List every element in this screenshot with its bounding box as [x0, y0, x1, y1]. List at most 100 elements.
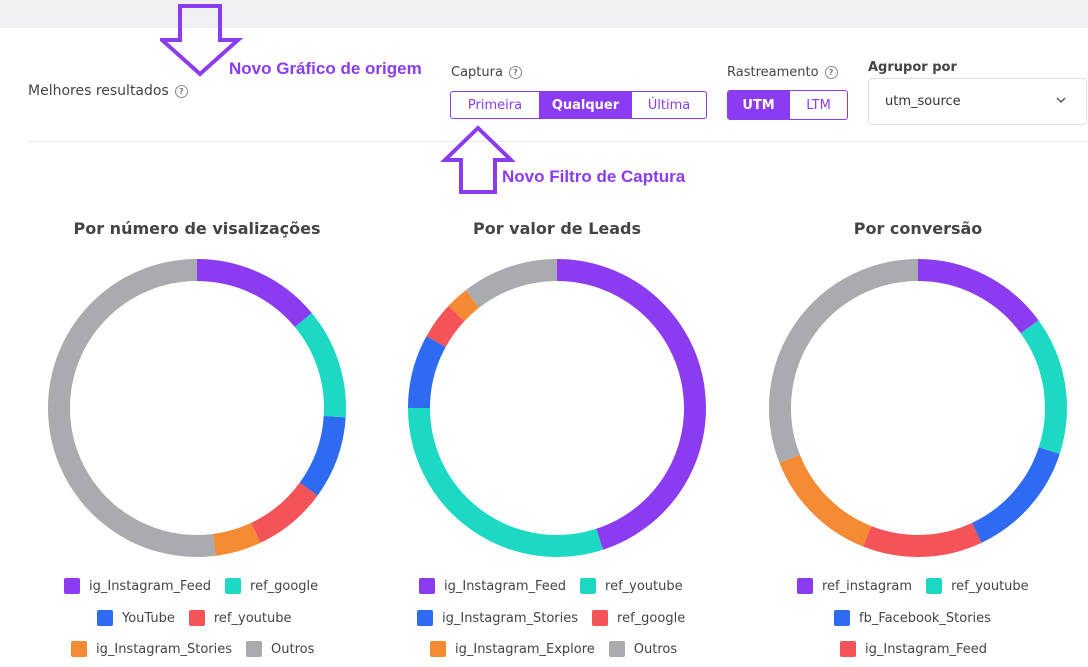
- rastreamento-segmented-control: UTM LTM: [727, 90, 848, 120]
- legend-row: ref_instagram ref_youtube: [797, 578, 1043, 594]
- captura-option-ultima[interactable]: Última: [647, 97, 691, 113]
- legend-swatch: [64, 578, 80, 594]
- donut-slice[interactable]: [863, 522, 982, 557]
- donut-slice[interactable]: [48, 259, 216, 557]
- legend-item[interactable]: ref_youtube: [188, 610, 292, 626]
- legend-swatch: [225, 578, 242, 594]
- rastreamento-label: Rastreamento?: [727, 65, 838, 80]
- legend-swatch: [430, 641, 446, 657]
- captura-help-icon[interactable]: ?: [508, 66, 522, 79]
- donut-slice[interactable]: [465, 259, 558, 308]
- agrupar-label: Agrupor por: [868, 60, 957, 75]
- legend-label: ref_youtube: [951, 578, 1029, 594]
- donut-slice[interactable]: [250, 482, 318, 543]
- donut-chart-visualizacoes: [48, 259, 346, 557]
- legend-item[interactable]: ig_Instagram_Feed: [64, 578, 211, 594]
- donut-slice[interactable]: [212, 522, 261, 556]
- captura-option-qualquer[interactable]: Qualquer: [540, 92, 632, 118]
- help-icon[interactable]: ?: [174, 85, 188, 98]
- legend-row: ig_Instagram_Feed: [840, 641, 1001, 657]
- legend-item[interactable]: ig_Instagram_Feed: [840, 641, 987, 657]
- chart-title-leads: Por valor de Leads: [472, 219, 642, 238]
- legend-swatch: [926, 578, 943, 594]
- legend-row: ig_Instagram_Feed ref_google: [64, 578, 332, 594]
- legend-swatch: [188, 610, 205, 626]
- legend-row: ig_Instagram_Stories Outros: [71, 641, 328, 657]
- legend-item[interactable]: ref_youtube: [926, 578, 1029, 594]
- legend-swatch: [797, 578, 813, 594]
- captura-label-text: Captura: [451, 65, 503, 80]
- donut-slice[interactable]: [971, 446, 1060, 543]
- legend-item[interactable]: ref_google: [225, 578, 318, 594]
- legend-row: ig_Instagram_Feed ref_youtube: [419, 578, 697, 594]
- rastreamento-option-utm[interactable]: UTM: [728, 91, 790, 119]
- legend-swatch: [419, 578, 435, 594]
- legend-label: Outros: [271, 641, 315, 657]
- donut-slice[interactable]: [408, 336, 446, 409]
- legend-row: YouTube ref_youtube: [97, 610, 305, 626]
- section-title: Melhores resultados?: [28, 83, 188, 99]
- agrupar-select[interactable]: utm_source: [868, 78, 1087, 125]
- legend-item[interactable]: ig_Instagram_Stories: [417, 610, 578, 626]
- legend-label: YouTube: [122, 610, 175, 626]
- annotation-grafico: Novo Gráfico de origem: [229, 59, 422, 78]
- donut-slice[interactable]: [556, 259, 706, 550]
- donut-slice[interactable]: [299, 415, 346, 496]
- legend-label: ig_Instagram_Explore: [455, 641, 595, 657]
- captura-option-primeira[interactable]: Primeira: [451, 92, 540, 118]
- section-title-text: Melhores resultados: [28, 83, 169, 99]
- legend-label: ig_Instagram_Stories: [96, 641, 233, 657]
- legend-item[interactable]: ig_Instagram_Stories: [71, 641, 232, 657]
- captura-label: Captura?: [451, 65, 522, 80]
- legend-swatch: [580, 578, 597, 594]
- legend-row: ig_Instagram_Stories ref_google: [417, 610, 699, 626]
- donut-slice[interactable]: [294, 313, 346, 418]
- donut-chart-conversao: [769, 259, 1067, 557]
- legend-swatch: [97, 610, 113, 626]
- legend-swatch: [246, 641, 263, 657]
- donut-slice[interactable]: [1020, 320, 1067, 455]
- donut-slice[interactable]: [426, 306, 465, 348]
- divider: [28, 141, 1088, 142]
- legend-item[interactable]: fb_Facebook_Stories: [834, 610, 991, 626]
- legend-item[interactable]: ig_Instagram_Explore: [430, 641, 595, 657]
- donut-slice[interactable]: [408, 407, 604, 557]
- legend-swatch: [608, 641, 625, 657]
- legend-label: ig_Instagram_Feed: [89, 578, 212, 594]
- legend-swatch: [834, 610, 850, 626]
- legend-item[interactable]: ref_instagram: [797, 578, 912, 594]
- arrow-down-icon: [160, 4, 244, 77]
- legend-item[interactable]: Outros: [246, 641, 314, 657]
- legend-label: Outros: [633, 641, 678, 657]
- captura-segmented-control: Primeira Qualquer Última: [450, 91, 707, 119]
- legend-label: ref_youtube: [213, 610, 292, 626]
- legend-swatch: [417, 610, 433, 626]
- legend-item[interactable]: YouTube: [97, 610, 175, 626]
- legend-label: ref_youtube: [605, 578, 683, 594]
- legend-item[interactable]: ref_youtube: [580, 578, 683, 594]
- donut-slice[interactable]: [917, 259, 1039, 334]
- rastreamento-option-ltm[interactable]: LTM: [806, 97, 831, 113]
- legend-swatch: [840, 641, 856, 657]
- legend-swatch: [71, 641, 87, 657]
- legend-label: fb_Facebook_Stories: [859, 610, 991, 626]
- rastreamento-help-icon[interactable]: ?: [824, 66, 838, 79]
- agrupar-select-value: utm_source: [885, 94, 961, 109]
- legend-swatch: [592, 610, 609, 626]
- legend-item[interactable]: ref_google: [592, 610, 685, 626]
- legend-label: ref_google: [617, 610, 686, 626]
- legend-label: ref_instagram: [822, 578, 913, 594]
- legend-item[interactable]: ig_Instagram_Feed: [419, 578, 566, 594]
- legend-row: ig_Instagram_Explore Outros: [430, 641, 691, 657]
- legend-item[interactable]: Outros: [608, 641, 678, 657]
- annotation-filtro: Novo Filtro de Captura: [502, 167, 686, 186]
- donut-slice[interactable]: [769, 259, 919, 463]
- legend-label: ig_Instagram_Feed: [865, 641, 988, 657]
- donut-slice[interactable]: [196, 259, 312, 328]
- rastreamento-label-text: Rastreamento: [727, 65, 819, 80]
- donut-slice[interactable]: [779, 454, 872, 547]
- donut-slice[interactable]: [448, 290, 480, 322]
- arrow-up-icon: [441, 125, 515, 194]
- legend-label: ref_google: [250, 578, 319, 594]
- chevron-down-icon: [1056, 97, 1066, 104]
